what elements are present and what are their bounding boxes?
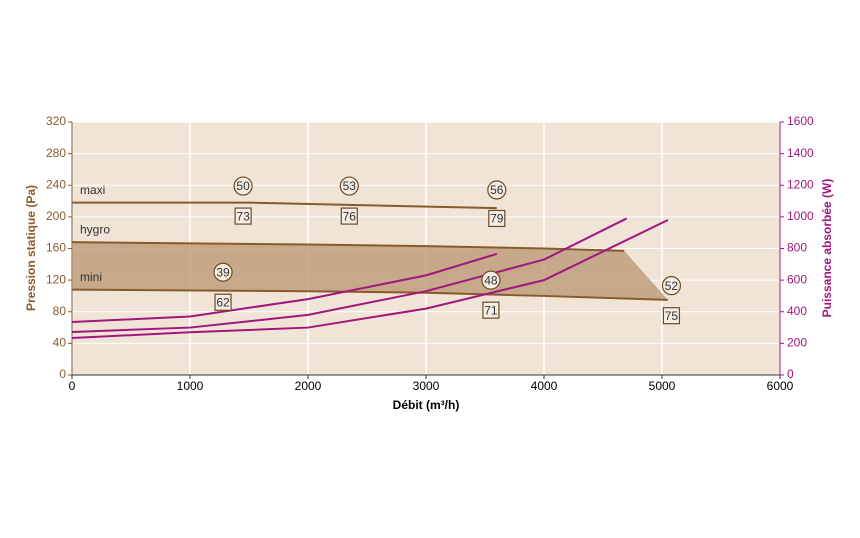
- annotation-square: [482, 301, 500, 319]
- x-tick-label: 6000: [767, 379, 794, 393]
- series-label: hygro: [80, 222, 110, 236]
- y2-tick-label: 200: [787, 336, 807, 350]
- annotation-text: 75: [665, 309, 679, 323]
- annotation-circle: [487, 180, 507, 200]
- annotation-text: 52: [665, 279, 679, 293]
- annotation-square: [214, 293, 232, 311]
- annotation-text: 79: [490, 212, 504, 226]
- annotation-square: [234, 207, 252, 225]
- y2-tick-label: 1400: [787, 146, 814, 160]
- annotation-square: [488, 209, 506, 228]
- y-tick-label: 0: [59, 367, 66, 381]
- annotation-circle: [233, 176, 253, 196]
- annotation-circle: [661, 276, 682, 296]
- series-line: [71, 217, 628, 333]
- y2-tick-label: 800: [787, 241, 807, 255]
- series-line: [71, 241, 625, 252]
- x-axis-title: Débit (m³/h): [393, 398, 460, 412]
- annotation-circle: [481, 270, 501, 290]
- series-label: maxi: [80, 183, 105, 197]
- annotation-circle: [339, 176, 359, 196]
- y-tick-label: 160: [46, 241, 66, 255]
- annotation-text: 53: [343, 179, 357, 193]
- x-tick-label: 4000: [531, 379, 558, 393]
- series-line: [71, 288, 668, 301]
- annotation-text: 73: [236, 209, 250, 223]
- y-tick-label: 40: [53, 336, 67, 350]
- annotation-text: 39: [216, 265, 230, 279]
- y-axis-title: Pression statique (Pa): [24, 185, 38, 311]
- series-line: [72, 201, 497, 210]
- annotation-text: 71: [484, 303, 498, 317]
- annotation-text: 48: [484, 273, 498, 287]
- annotation-circle: [213, 262, 233, 282]
- x-tick-label: 5000: [649, 379, 676, 393]
- annotation-text: 62: [216, 295, 230, 309]
- annotation-square: [662, 307, 681, 325]
- y2-tick-label: 1000: [787, 209, 814, 223]
- y-tick-label: 80: [53, 304, 67, 318]
- annotation-square: [340, 207, 358, 225]
- y2-tick-label: 400: [787, 304, 807, 318]
- y-tick-label: 280: [46, 146, 66, 160]
- x-tick-label: 2000: [295, 379, 322, 393]
- y-tick-label: 120: [46, 272, 66, 286]
- annotation-text: 76: [343, 209, 357, 223]
- x-tick-label: 0: [69, 379, 76, 393]
- annotation-text: 56: [490, 183, 504, 197]
- series-line: [71, 219, 669, 339]
- y-tick-label: 320: [46, 114, 66, 128]
- series-label: mini: [80, 270, 102, 284]
- y2-axis-title: Puissance absorbée (W): [820, 179, 834, 318]
- series-line: [71, 252, 498, 324]
- y2-tick-label: 1600: [787, 114, 814, 128]
- y2-tick-label: 0: [787, 367, 794, 381]
- y-tick-label: 240: [46, 177, 66, 191]
- y2-tick-label: 600: [787, 272, 807, 286]
- x-tick-label: 1000: [177, 379, 204, 393]
- y-tick-label: 200: [46, 209, 66, 223]
- y2-tick-label: 1200: [787, 177, 814, 191]
- annotation-text: 50: [236, 179, 250, 193]
- x-tick-label: 3000: [413, 379, 440, 393]
